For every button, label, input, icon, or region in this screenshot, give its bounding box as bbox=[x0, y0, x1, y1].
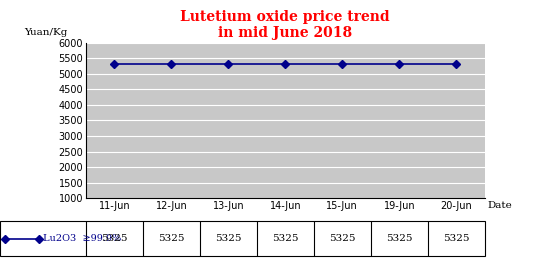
Text: 5325: 5325 bbox=[158, 234, 184, 243]
Text: 5325: 5325 bbox=[101, 234, 127, 243]
Text: Date: Date bbox=[488, 201, 512, 210]
Text: 5325: 5325 bbox=[272, 234, 299, 243]
Text: 5325: 5325 bbox=[386, 234, 413, 243]
Title: Lutetium oxide price trend
in mid June 2018: Lutetium oxide price trend in mid June 2… bbox=[181, 10, 390, 40]
FancyBboxPatch shape bbox=[0, 221, 485, 256]
Text: Yuan/Kg: Yuan/Kg bbox=[24, 27, 68, 37]
Text: 5325: 5325 bbox=[443, 234, 469, 243]
Text: Lu2O3  ≥99.9%: Lu2O3 ≥99.9% bbox=[43, 234, 122, 243]
Text: 5325: 5325 bbox=[329, 234, 356, 243]
Text: 5325: 5325 bbox=[215, 234, 242, 243]
